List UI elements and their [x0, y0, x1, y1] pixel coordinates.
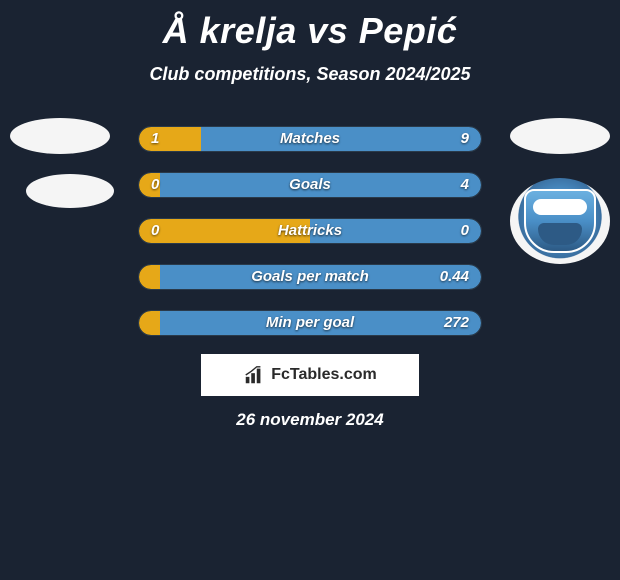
stats-bars: 19Matches 04Goals 00Hattricks 0.44Goals per… [138, 126, 482, 356]
stat-bar: 04Goals [138, 172, 482, 198]
stat-label: Hattricks [139, 219, 481, 243]
stat-label: Matches [139, 127, 481, 151]
stat-bar: 00Hattricks [138, 218, 482, 244]
stat-label: Min per goal [139, 311, 481, 335]
page-title: Å krelja vs Pepić [0, 0, 620, 52]
stat-bar: 19Matches [138, 126, 482, 152]
player-right-avatar [510, 118, 610, 154]
chart-icon [243, 364, 265, 386]
attribution-text: FcTables.com [271, 366, 377, 384]
stat-label: Goals per match [139, 265, 481, 289]
player-right-club-badge [510, 178, 610, 264]
snapshot-date: 26 november 2024 [0, 410, 620, 430]
stat-bar: 0.44Goals per match [138, 264, 482, 290]
player-left-avatar [10, 118, 110, 154]
player-left-club-placeholder [26, 174, 114, 208]
page-subtitle: Club competitions, Season 2024/2025 [0, 64, 620, 85]
stat-bar: 272Min per goal [138, 310, 482, 336]
stat-label: Goals [139, 173, 481, 197]
shield-icon [524, 189, 596, 253]
attribution-badge[interactable]: FcTables.com [201, 354, 419, 396]
